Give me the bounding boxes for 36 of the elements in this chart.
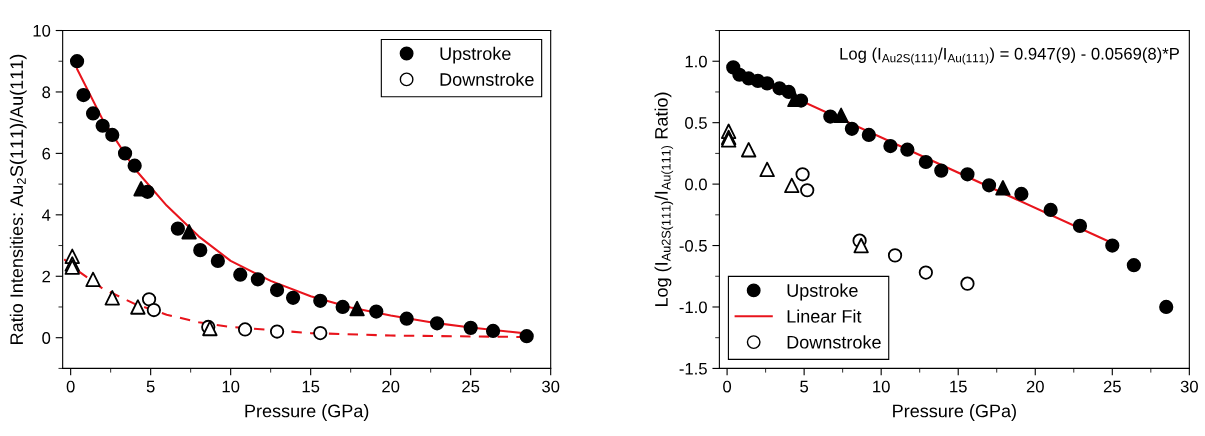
x-tick-label: 5 (800, 380, 809, 393)
x-tick-label: 5 (146, 380, 155, 393)
legend-label: Downstroke (787, 335, 881, 349)
legend-label: Linear Fit (787, 309, 862, 323)
legend-label: Upstroke (787, 283, 858, 301)
y-tick-label: 0.0 (685, 178, 707, 191)
y-tick-label: 0 (42, 332, 51, 344)
y-tick-label: 2 (42, 270, 51, 283)
x-tick-label: 15 (950, 380, 967, 393)
y-tick-label: -0.5 (679, 239, 707, 252)
x-tick-label: 20 (382, 380, 400, 393)
y-tick-label: 1.0 (685, 55, 707, 68)
y-tick-label: 10 (33, 24, 51, 37)
y-tick-label: -1.0 (679, 301, 707, 314)
x-axis-title: Pressure (GPa) (893, 404, 1016, 421)
x-tick-label: 10 (873, 380, 890, 393)
x-tick-label: 30 (1180, 380, 1198, 393)
x-tick-label: 10 (222, 380, 240, 393)
y-tick-label: 8 (42, 86, 51, 99)
x-axis-title: Pressure (GPa) (245, 404, 369, 421)
y-tick-label: 0.5 (685, 117, 707, 129)
x-tick-label: 30 (542, 380, 560, 393)
legend-label: Downstroke (440, 72, 534, 86)
y-tick-label: 6 (42, 147, 51, 160)
legend-label: Upstroke (440, 46, 511, 64)
x-tick-label: 0 (723, 380, 732, 393)
x-tick-label: 25 (462, 380, 480, 393)
y-axis-title: Ratio Intensities: Au$_{2}$S(111)/Au(111) (9, 54, 27, 344)
x-tick-label: 20 (1026, 380, 1044, 393)
x-tick-label: 15 (302, 380, 320, 393)
y-axis-title: Log (I$_{Au2S(111)}$/I$_{Au(111)}$ Ratio) (654, 92, 674, 307)
y-tick-label: -1.5 (679, 362, 707, 375)
x-tick-label: 0 (66, 380, 75, 393)
y-tick-label: 4 (41, 209, 51, 221)
x-tick-label: 25 (1103, 380, 1121, 393)
annotation: Log (I$_{Au2S(111)}$/I$_{Au(111)}$) = 0.947(9) - 0.0569(8)*P (840, 47, 1179, 65)
